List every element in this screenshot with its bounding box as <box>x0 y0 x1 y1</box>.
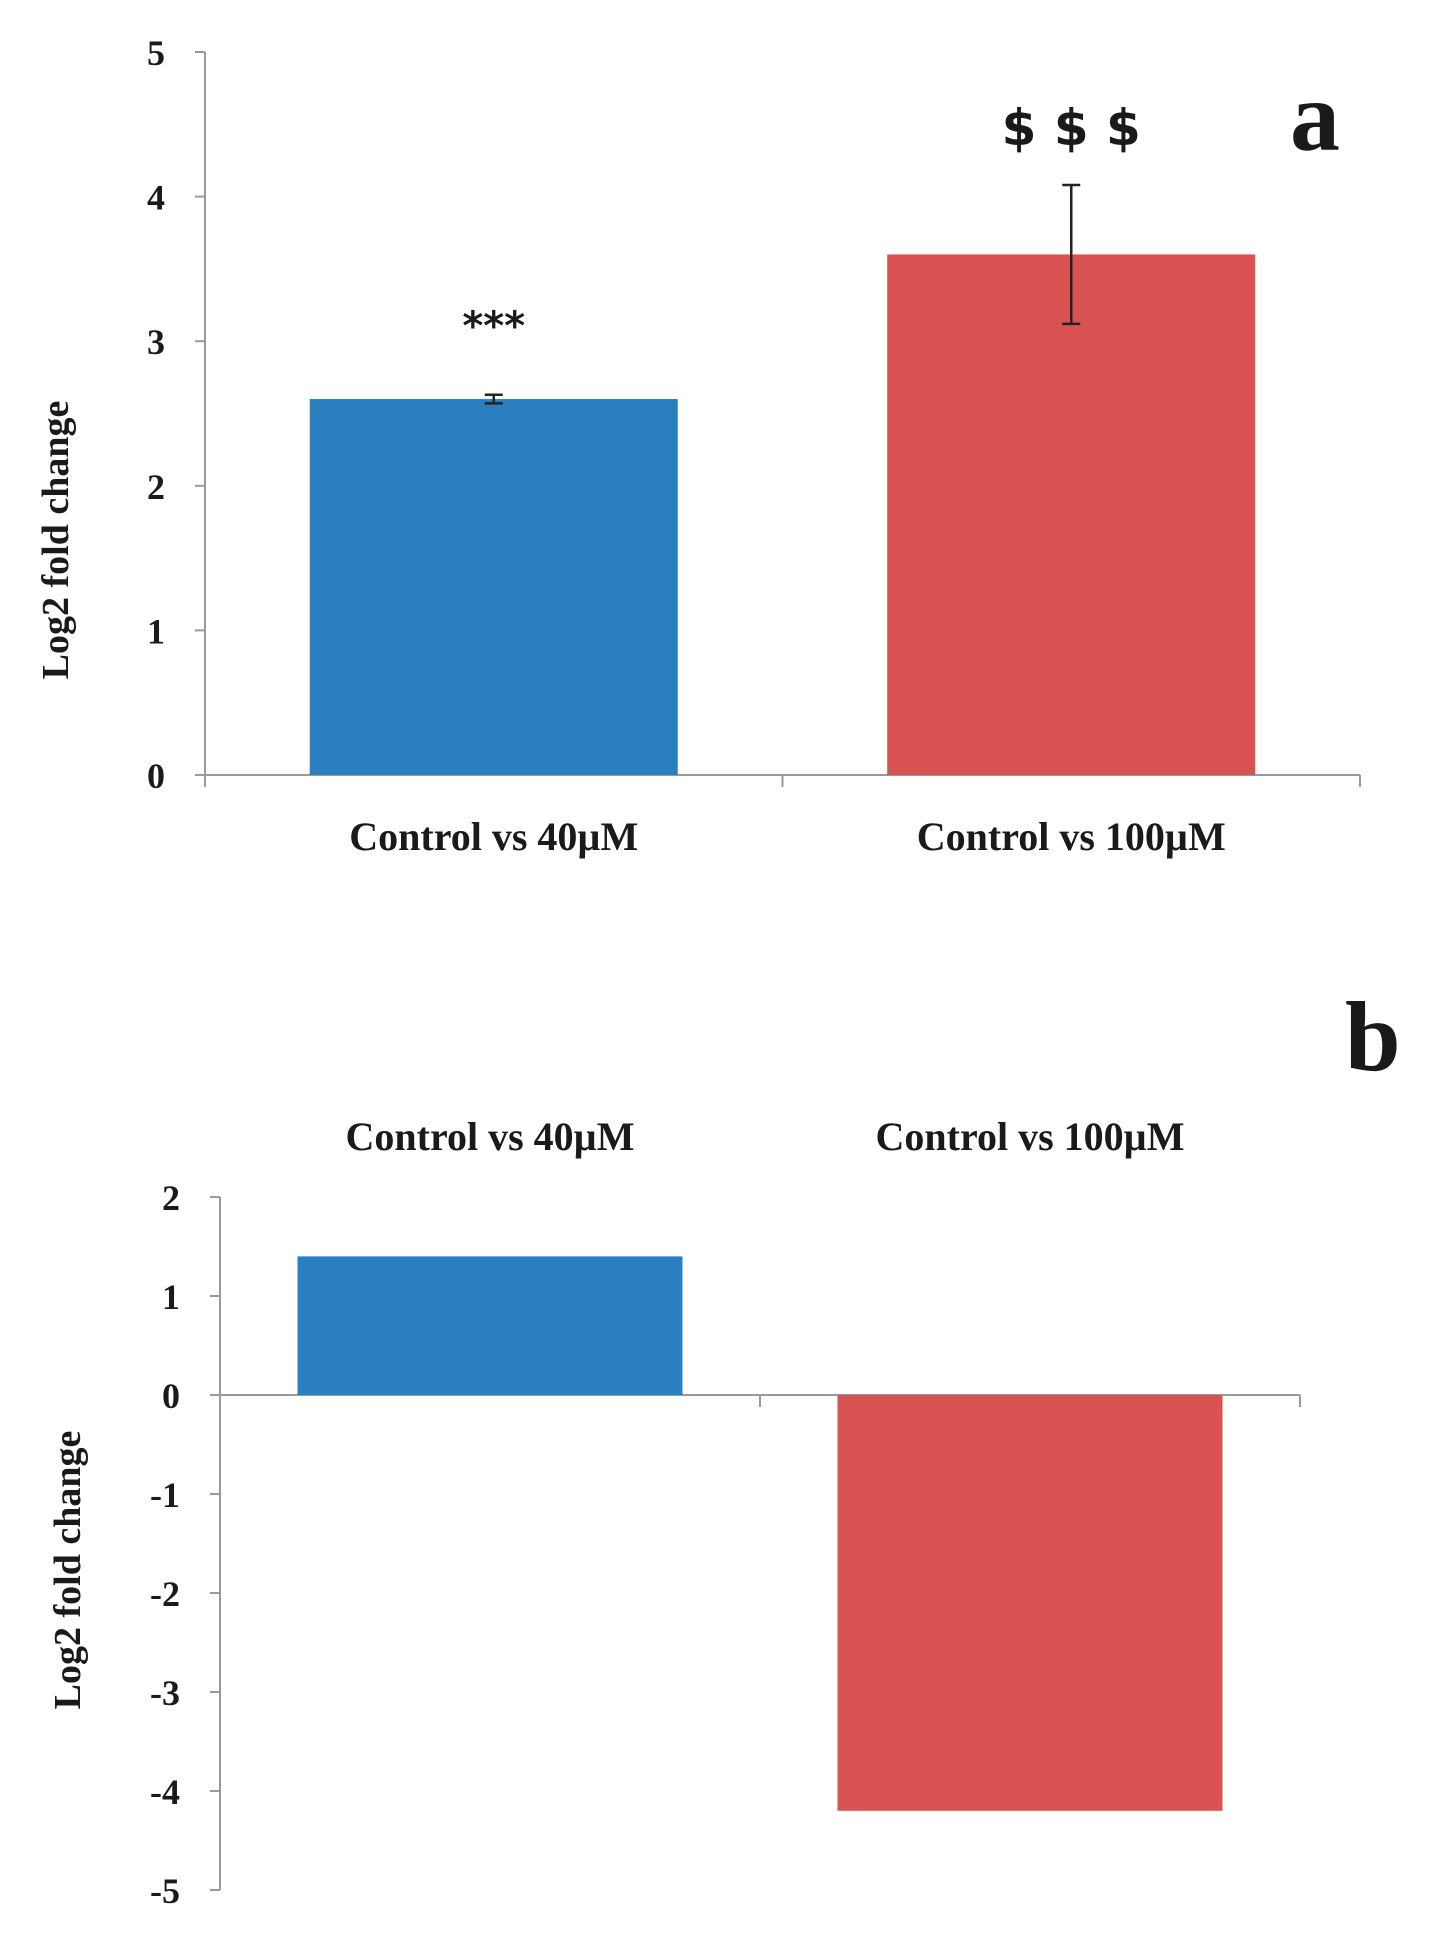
error-bar <box>484 393 503 405</box>
panel-b-chart: b Log2 fold change 2 1 0 -1 -2 -3 -4 -5 Control… <box>47 981 1401 1911</box>
category-label: Control vs 40µM <box>349 814 638 859</box>
panel-a-chart: a Log2 fold change 0 1 2 3 4 5 Control vs 40µ… <box>35 33 1361 859</box>
panel-a-label: a <box>1290 61 1340 172</box>
y-tick-label: -1 <box>150 1475 180 1515</box>
y-tick-label: 1 <box>162 1277 180 1317</box>
y-tick-label: 5 <box>147 33 165 73</box>
y-tick-label: 2 <box>162 1178 180 1218</box>
y-tick-label: 1 <box>147 611 165 651</box>
panel-a-ylabel: Log2 fold change <box>35 401 77 680</box>
y-tick-label: 2 <box>147 467 165 507</box>
y-tick-label: -4 <box>150 1772 180 1812</box>
category-label: Control vs 100µM <box>876 1114 1185 1159</box>
y-tick-label: -3 <box>150 1673 180 1713</box>
bar-100uM <box>887 254 1256 775</box>
error-bar <box>1062 183 1081 326</box>
y-tick-label: -5 <box>150 1871 180 1911</box>
y-tick-label: 3 <box>147 322 165 362</box>
category-label: Control vs 40µM <box>346 1114 635 1159</box>
bar-40uM <box>297 1256 683 1395</box>
bar-100uM <box>837 1395 1223 1811</box>
y-tick-label: 0 <box>147 756 165 796</box>
panel-b-label: b <box>1345 981 1401 1092</box>
category-label: Control vs 100µM <box>917 814 1226 859</box>
bar-40uM <box>309 399 678 775</box>
y-tick-label: 0 <box>162 1376 180 1416</box>
y-tick-label: -2 <box>150 1574 180 1614</box>
significance-annotation: *** <box>462 304 525 350</box>
significance-annotation: $ $ $ <box>1002 99 1141 157</box>
panel-b-ylabel: Log2 fold change <box>47 1431 89 1710</box>
y-tick-label: 4 <box>147 178 165 218</box>
